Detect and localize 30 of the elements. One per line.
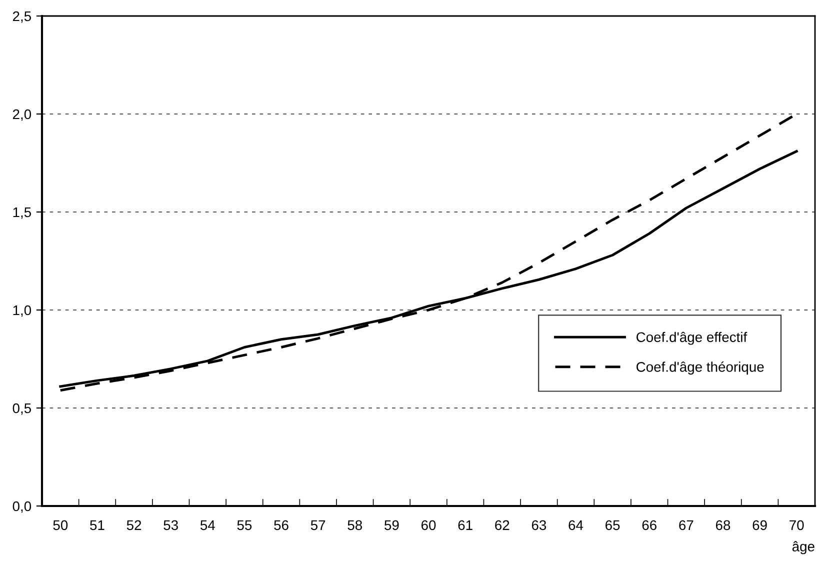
y-tick-label: 1,5 xyxy=(13,207,32,219)
x-tick-label: 56 xyxy=(274,520,288,530)
legend-label: Coef.d'âge effectif xyxy=(636,332,748,345)
x-tick-label: 67 xyxy=(679,520,694,530)
x-tick-label: 55 xyxy=(237,520,252,530)
x-tick-label: 50 xyxy=(53,520,68,530)
x-tick-label: 61 xyxy=(458,520,472,530)
y-tick-label: 2,5 xyxy=(12,11,32,23)
x-tick-label: 63 xyxy=(532,520,546,530)
x-tick-label: 52 xyxy=(126,520,142,530)
x-tick-label: 65 xyxy=(606,520,620,530)
y-tick-label: 0,5 xyxy=(12,403,32,415)
x-tick-label: 70 xyxy=(790,520,804,530)
x-axis-title: âge xyxy=(792,541,814,554)
x-tick-label: 62 xyxy=(495,520,510,530)
x-tick-label: 64 xyxy=(568,520,584,530)
x-tick-label: 54 xyxy=(200,520,215,530)
x-tick-label: 60 xyxy=(421,520,436,530)
y-tick-label: 0,0 xyxy=(12,501,32,513)
x-tick-label: 66 xyxy=(642,520,656,530)
x-tick-label: 57 xyxy=(310,520,326,530)
x-tick-label: 51 xyxy=(90,520,104,530)
x-tick-label: 69 xyxy=(752,520,767,530)
y-tick-label: 2,0 xyxy=(12,109,32,121)
x-tick-label: 59 xyxy=(384,520,399,530)
legend-label: Coef.d'âge théorique xyxy=(636,361,764,375)
x-tick-label: 68 xyxy=(716,520,730,530)
x-tick-label: 53 xyxy=(164,520,178,530)
x-tick-label: 58 xyxy=(348,520,362,530)
y-tick-label: 1,0 xyxy=(13,305,32,317)
